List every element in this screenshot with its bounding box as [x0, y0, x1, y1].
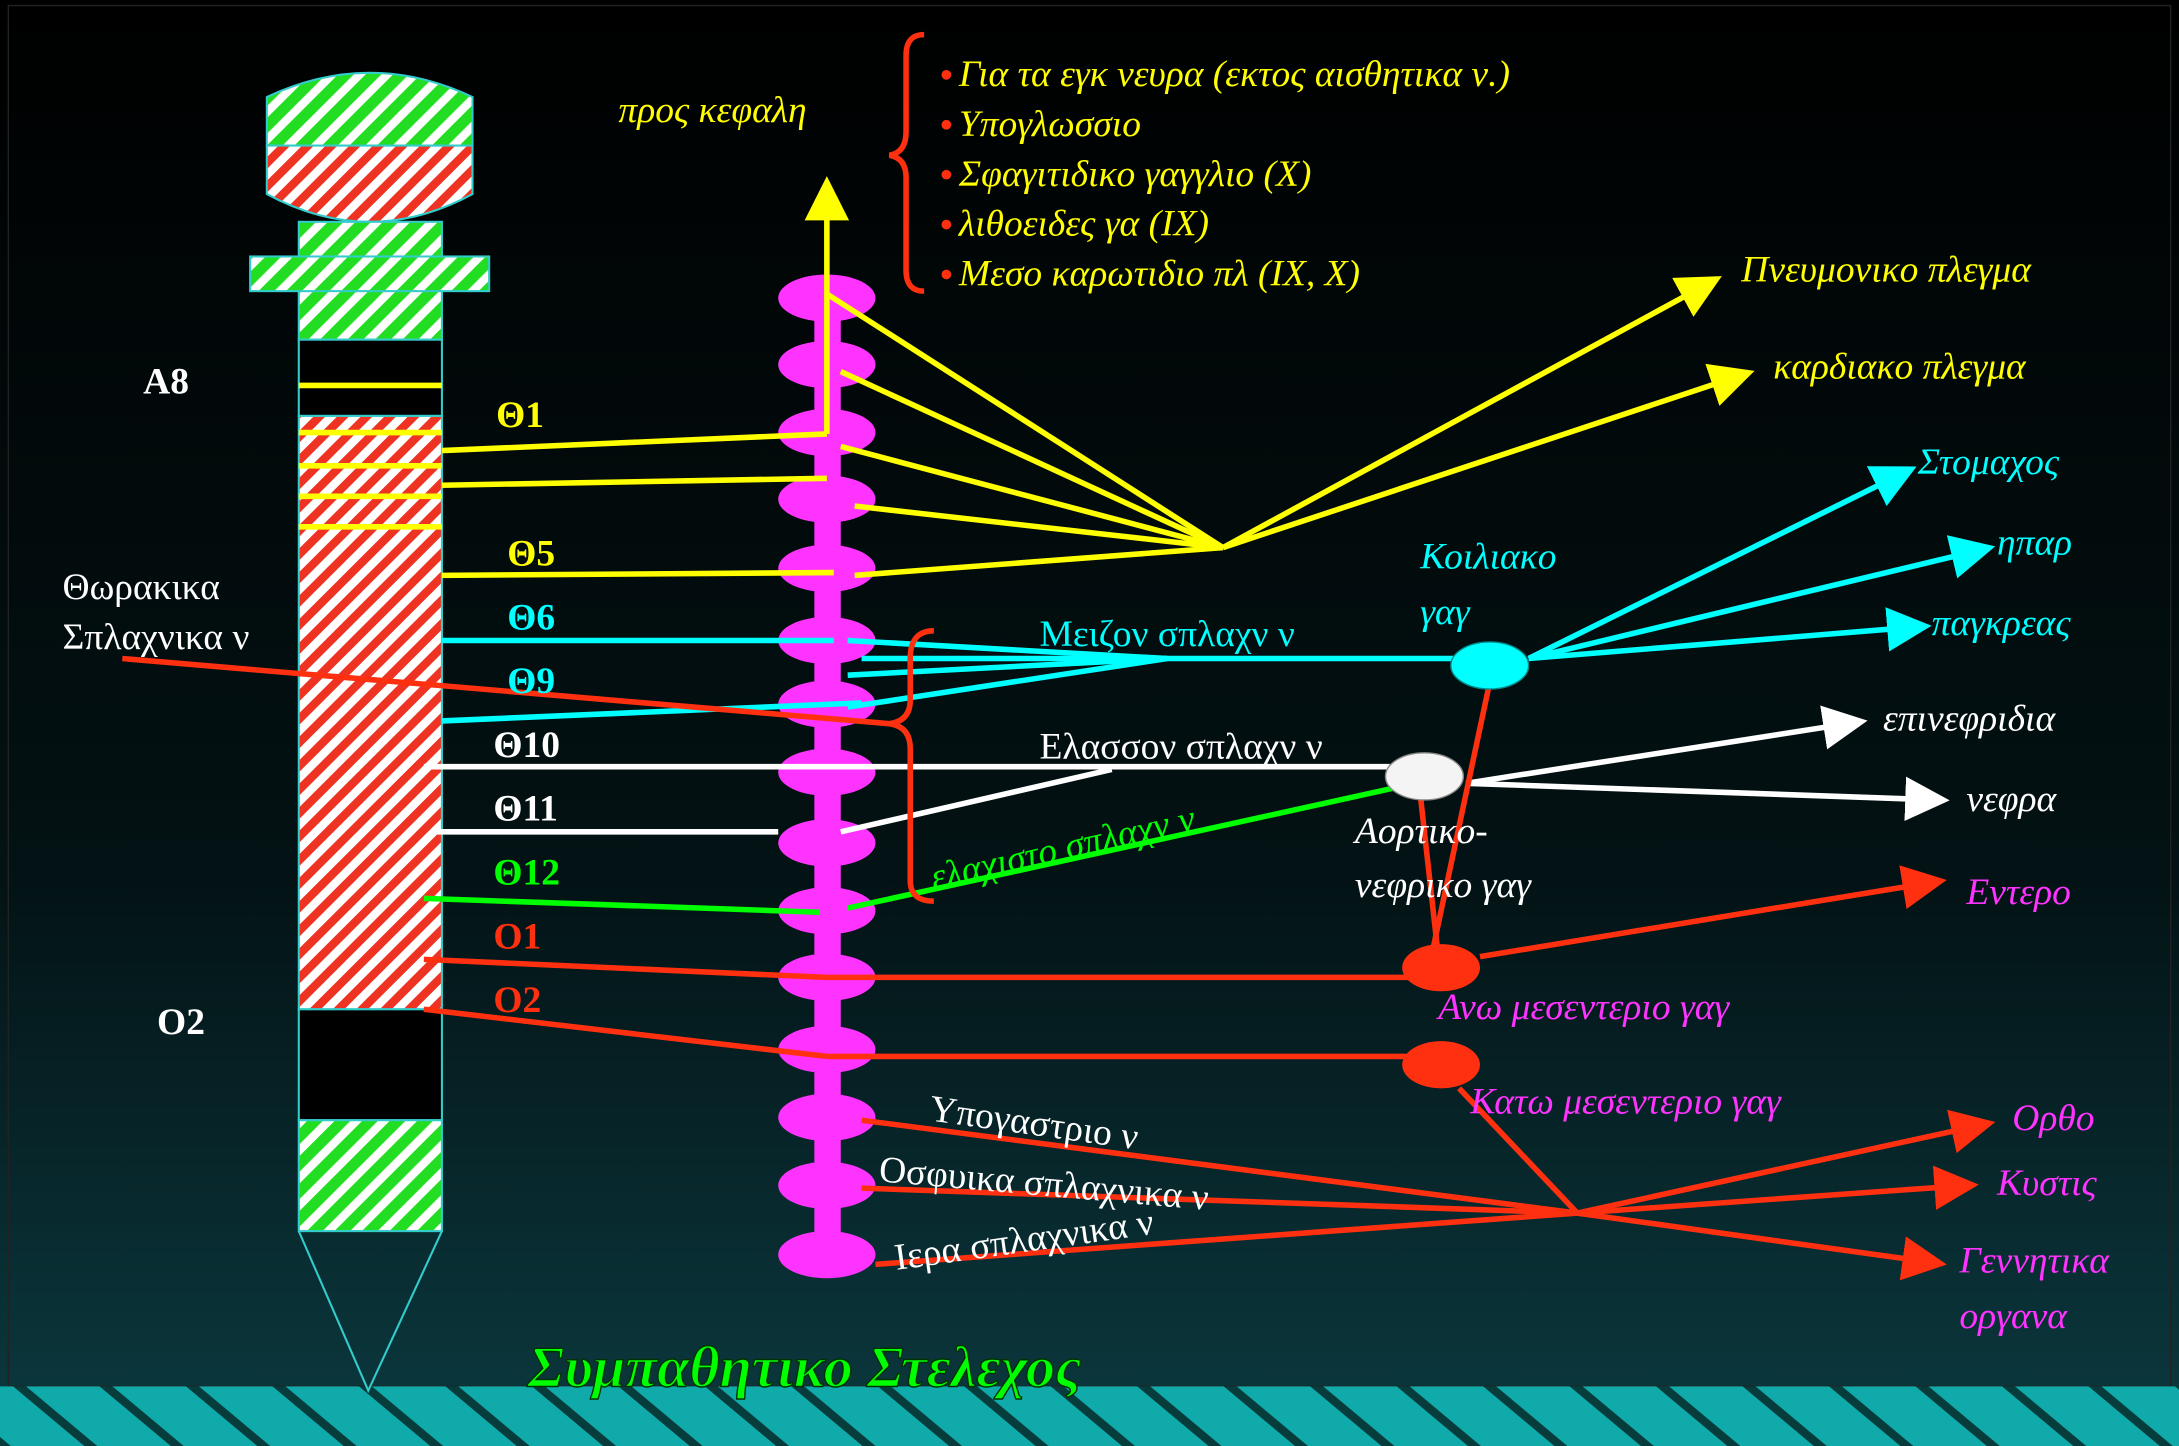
thoracic-label: Θωρακικα: [63, 567, 220, 608]
segment-label: Θ6: [507, 597, 555, 638]
crossbar: [250, 256, 489, 291]
head-top: [267, 73, 473, 146]
segment-label: Θ12: [493, 853, 560, 894]
segment-label: Θ9: [507, 661, 555, 702]
ganglion-label: Ανω μεσεντεριο γαγ: [1435, 987, 1730, 1028]
diagram: προς κεφαλη Για τα εγκ νευρα (εκτος αισθ…: [0, 0, 2179, 1446]
title: Συμπαθητικο Στελεχος: [527, 1334, 1081, 1399]
head-item: Για τα εγκ νευρα (εκτος αισθητικα ν.): [958, 54, 1510, 95]
sacral-segment: [299, 1120, 442, 1231]
chain-ganglion: [778, 1231, 875, 1278]
floor-strip: [0, 1386, 2179, 1446]
chain-ganglion: [778, 476, 875, 523]
thoracic-segment: [299, 416, 442, 1009]
connection: [442, 573, 834, 576]
chain-ganglion: [778, 1026, 875, 1073]
segment-blank: [299, 340, 442, 416]
aorticorenal-ganglion: [1385, 753, 1463, 800]
celiac-ganglion: [1451, 642, 1529, 689]
target-label: Ορθο: [2012, 1098, 2094, 1139]
segment-label: Θ10: [493, 725, 560, 766]
target-label: Κυστις: [1996, 1163, 2098, 1204]
target-label: παγκρεας: [1932, 603, 2072, 644]
head-item: Μεσο καρωτιδιο πλ (ΙΧ, Χ): [958, 254, 1360, 295]
target-label: επινεφριδια: [1883, 699, 2056, 740]
head-label: προς κεφαλη: [618, 90, 806, 131]
chain-ganglion: [778, 1094, 875, 1141]
target-label: ηπαρ: [1997, 523, 2072, 564]
nerve-label: Ελασσον σπλαχν ν: [1039, 726, 1322, 767]
level-label: Ο2: [157, 1002, 205, 1043]
thoracic-label: Σπλαχνικα ν: [63, 617, 250, 658]
bullet: [942, 220, 952, 230]
target-label: νεφρα: [1966, 779, 2057, 820]
ganglion-label: νεφρικο γαγ: [1355, 865, 1532, 906]
target-label: Στομαχος: [1917, 442, 2060, 483]
target-label: οργανα: [1959, 1296, 2068, 1337]
ganglion-label: γαγ: [1420, 592, 1470, 633]
target-label: καρδιακο πλεγμα: [1773, 347, 2027, 388]
segment-label: Θ1: [496, 395, 544, 436]
bullet: [942, 270, 952, 280]
chain-ganglion: [778, 1162, 875, 1209]
bullet: [942, 120, 952, 130]
head-item: λιθοειδες γα (ΙΧ): [958, 204, 1209, 245]
chain-ganglion: [778, 545, 875, 592]
ganglion-label: Κατω μεσεντεριο γαγ: [1469, 1081, 1782, 1122]
head-item: Σφαγιτιδικο γαγγλιο (Χ): [958, 154, 1312, 195]
bullet: [942, 170, 952, 180]
page: Diagram html,body{margin:0;padding:0;bac…: [0, 0, 2179, 1446]
ganglion-label: Αορτικο-: [1352, 811, 1488, 852]
target-label: Πνευμονικο πλεγμα: [1740, 249, 2032, 290]
chain-ganglion: [778, 749, 875, 796]
superior-mesenteric-ganglion: [1402, 944, 1480, 991]
segment-blank: [299, 1009, 442, 1120]
target-label: Εντερο: [1965, 872, 2071, 913]
segment-label: Ο2: [493, 980, 541, 1021]
body: {"head":{"label":"προς κεφαλη","items":[…: [0, 0, 2179, 1446]
inferior-mesenteric-ganglion: [1402, 1041, 1480, 1088]
head-item: Υπογλωσσιο: [959, 104, 1141, 145]
nerve-label: Μειζον σπλαχν ν: [1039, 614, 1294, 655]
segment-label: Θ11: [493, 789, 558, 830]
segment-label: Ο1: [493, 916, 541, 957]
level-label: Α8: [143, 362, 189, 403]
target-label: Γεννητικα: [1958, 1241, 2110, 1282]
bullet: [942, 70, 952, 80]
segment-label: Θ5: [507, 534, 555, 575]
ganglion-label: Κοιλιακο: [1419, 536, 1556, 577]
